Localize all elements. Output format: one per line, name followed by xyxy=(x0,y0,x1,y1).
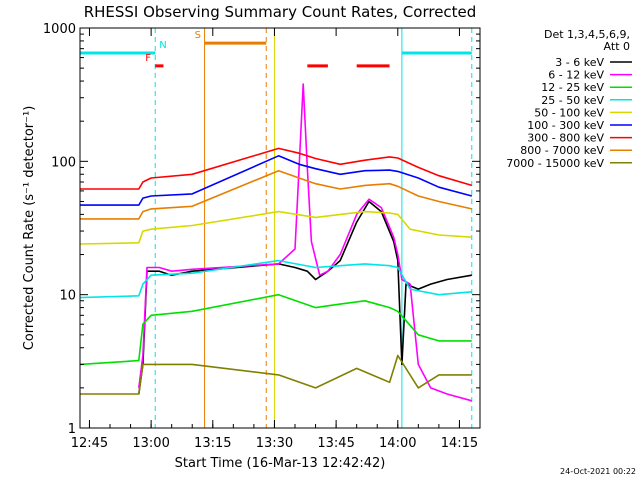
series-line-2 xyxy=(138,83,473,402)
x-tick-label-1: 12:45 xyxy=(71,436,108,451)
series-lines xyxy=(80,83,473,402)
time-markers xyxy=(154,28,473,428)
y-axis-ticks: 1 10 100 1000 xyxy=(43,22,480,437)
flag-labels: NF S xyxy=(145,30,201,64)
y-axis-label: Corrected Count Rate (s⁻¹ detector⁻¹) xyxy=(22,106,37,351)
chart-title: RHESSI Observing Summary Count Rates, Co… xyxy=(84,3,477,21)
legend-label-5: 50 - 100 keV xyxy=(534,106,604,119)
x-tick-label-6: 14:00 xyxy=(379,436,416,451)
series-line-7 xyxy=(80,147,473,190)
plot-frame xyxy=(79,27,481,429)
series-line-3 xyxy=(80,293,472,366)
legend-header-line-2: Att 0 xyxy=(604,40,630,53)
x-axis-ticks: 12:45 13:00 13:15 13:30 13:45 14:00 14:15 xyxy=(71,28,481,451)
x-tick-label-7: 14:15 xyxy=(441,436,478,451)
x-tick-label-2: 13:00 xyxy=(132,436,169,451)
x-tick-label-5: 13:45 xyxy=(317,436,354,451)
y-tick-label-2: 10 xyxy=(59,289,76,304)
series-line-5 xyxy=(80,210,472,245)
legend-label-3: 12 - 25 keV xyxy=(541,81,604,94)
flag-bars xyxy=(80,41,472,68)
series-line-8 xyxy=(80,169,472,220)
y-tick-label-1: 1 xyxy=(68,422,76,437)
x-tick-label-3: 13:15 xyxy=(194,436,231,451)
legend-label-8: 800 - 7000 keV xyxy=(520,144,604,157)
series-line-6 xyxy=(80,155,473,206)
generation-timestamp: 24-Oct-2021 00:22 xyxy=(560,467,636,476)
flag-label-f: F xyxy=(145,53,151,64)
y-tick-label-3: 100 xyxy=(51,155,76,170)
x-axis-label: Start Time (16-Mar-13 12:42:42) xyxy=(175,456,386,471)
legend-header-line-1: Det 1,3,4,5,6,9, xyxy=(544,28,630,41)
x-tick-label-4: 13:30 xyxy=(256,436,293,451)
y-tick-label-4: 1000 xyxy=(43,22,76,37)
legend-label-4: 25 - 50 keV xyxy=(541,94,604,107)
legend-label-9: 7000 - 15000 keV xyxy=(506,157,604,170)
legend-label-2: 6 - 12 keV xyxy=(548,69,604,82)
legend-label-1: 3 - 6 keV xyxy=(555,56,604,69)
flag-label-n: N xyxy=(159,40,166,51)
plot-area xyxy=(80,28,473,428)
flag-label-s: S xyxy=(195,30,201,41)
legend-label-7: 300 - 800 keV xyxy=(527,132,604,145)
legend-label-6: 100 - 300 keV xyxy=(527,119,604,132)
series-line-4 xyxy=(80,259,472,299)
series-line-9 xyxy=(80,354,472,395)
